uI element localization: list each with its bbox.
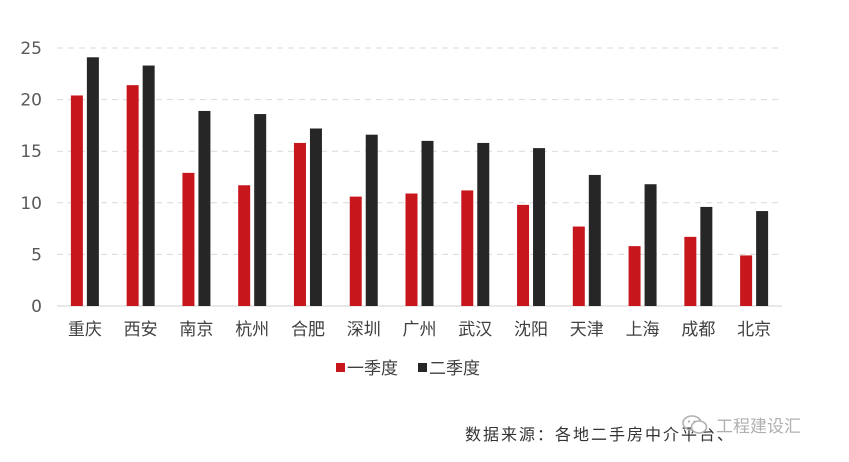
bar-二季度-天津 bbox=[588, 174, 601, 306]
source-note: 数据来源：各地二手房中介平台、 bbox=[465, 425, 736, 444]
x-category-label: 武汉 bbox=[458, 320, 492, 340]
bar-一季度-沈阳 bbox=[517, 204, 530, 306]
bar-二季度-武汉 bbox=[477, 142, 490, 306]
bar-一季度-成都 bbox=[684, 236, 697, 306]
bar-一季度-广州 bbox=[405, 193, 418, 306]
bar-二季度-西安 bbox=[142, 65, 155, 306]
bar-一季度-深圳 bbox=[349, 196, 362, 306]
bar-一季度-北京 bbox=[740, 255, 753, 306]
x-axis-categories: 重庆 西安 南京 杭州 合肥 深圳 广州 武汉 沈阳 天津 上海 成都 北京 bbox=[68, 320, 771, 340]
x-category-label: 南京 bbox=[179, 320, 213, 340]
gridlines bbox=[57, 47, 782, 307]
legend: 一季度 二季度 bbox=[336, 359, 480, 379]
watermark: 工程建设汇 bbox=[682, 412, 801, 437]
y-tick-label: 10 bbox=[20, 194, 42, 214]
bar-一季度-杭州 bbox=[238, 185, 251, 306]
bar-一季度-合肥 bbox=[293, 142, 306, 306]
bar-二季度-重庆 bbox=[86, 57, 99, 307]
watermark-text: 工程建设汇 bbox=[716, 417, 801, 437]
bar-二季度-广州 bbox=[421, 140, 434, 306]
bars bbox=[70, 57, 769, 307]
bar-chart: 0 5 10 15 20 25 重庆 西安 南京 杭州 合肥 深圳 广州 武汉 沈阳 天津 上海 成都 北京 一季… bbox=[20, 39, 782, 379]
bar-二季度-上海 bbox=[644, 184, 657, 306]
bar-一季度-天津 bbox=[572, 226, 585, 306]
bar-一季度-南京 bbox=[182, 172, 195, 306]
y-tick-label: 20 bbox=[20, 91, 42, 111]
legend-swatch bbox=[336, 363, 345, 372]
bar-二季度-深圳 bbox=[365, 134, 378, 306]
y-tick-label: 0 bbox=[31, 297, 42, 317]
x-category-label: 西安 bbox=[124, 320, 158, 340]
x-category-label: 成都 bbox=[681, 320, 715, 340]
legend-label: 一季度 bbox=[347, 359, 398, 379]
x-category-label: 重庆 bbox=[68, 320, 102, 340]
bar-二季度-北京 bbox=[756, 211, 769, 306]
x-category-label: 沈阳 bbox=[514, 320, 548, 340]
y-tick-label: 15 bbox=[20, 142, 42, 162]
bar-一季度-重庆 bbox=[70, 95, 83, 306]
bar-二季度-南京 bbox=[198, 110, 211, 307]
x-category-label: 深圳 bbox=[347, 320, 381, 340]
y-tick-label: 5 bbox=[31, 245, 42, 265]
bar-二季度-成都 bbox=[700, 206, 713, 306]
bar-二季度-合肥 bbox=[309, 128, 322, 306]
wechat-icon bbox=[682, 414, 708, 434]
bar-一季度-西安 bbox=[126, 85, 139, 306]
x-category-label: 北京 bbox=[737, 320, 771, 340]
x-category-label: 上海 bbox=[626, 320, 660, 340]
bar-二季度-杭州 bbox=[254, 114, 267, 306]
legend-label: 二季度 bbox=[429, 359, 480, 379]
bar-二季度-沈阳 bbox=[533, 148, 546, 306]
legend-swatch bbox=[418, 363, 427, 372]
x-category-label: 杭州 bbox=[235, 320, 269, 340]
y-axis-ticks: 0 5 10 15 20 25 bbox=[20, 39, 42, 317]
x-category-label: 广州 bbox=[403, 320, 437, 340]
bar-一季度-武汉 bbox=[461, 190, 474, 306]
y-tick-label: 25 bbox=[20, 39, 42, 59]
x-category-label: 合肥 bbox=[291, 320, 325, 340]
bar-一季度-上海 bbox=[628, 246, 641, 306]
x-category-label: 天津 bbox=[570, 320, 604, 340]
